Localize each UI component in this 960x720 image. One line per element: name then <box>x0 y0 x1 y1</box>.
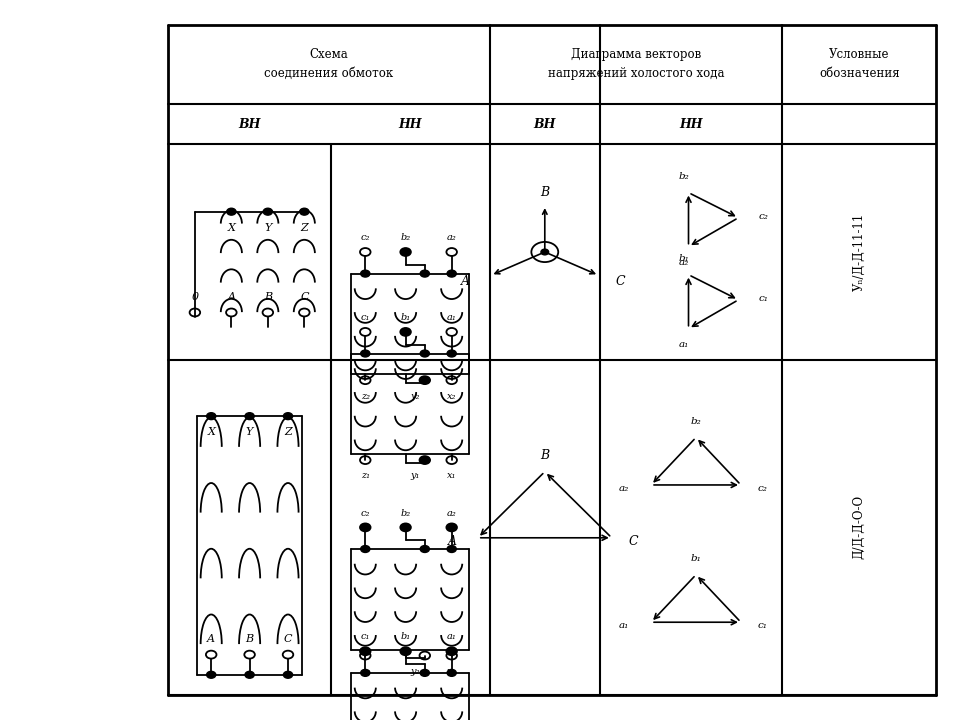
Circle shape <box>447 648 456 654</box>
Text: b₁: b₁ <box>400 632 411 642</box>
Text: Z: Z <box>300 222 308 233</box>
Text: ВН: ВН <box>238 117 261 131</box>
Text: C: C <box>300 292 308 302</box>
Text: A: A <box>207 634 215 644</box>
Text: z₂: z₂ <box>361 667 370 676</box>
Circle shape <box>447 670 456 676</box>
Text: напряжений холостого хода: напряжений холостого хода <box>548 67 724 80</box>
Circle shape <box>447 350 456 357</box>
Circle shape <box>361 648 370 654</box>
Text: X: X <box>228 222 235 233</box>
Text: НН: НН <box>680 117 703 131</box>
Circle shape <box>283 671 293 678</box>
Circle shape <box>447 546 456 552</box>
Text: A: A <box>228 292 235 302</box>
Text: a₂: a₂ <box>619 484 630 493</box>
Text: C: C <box>284 634 292 644</box>
Text: X: X <box>207 427 215 437</box>
Circle shape <box>206 413 216 420</box>
Text: b₁: b₁ <box>400 313 411 322</box>
Text: b₂: b₂ <box>679 172 689 181</box>
Circle shape <box>401 328 410 336</box>
Text: c₁: c₁ <box>758 294 768 303</box>
Text: b₂: b₂ <box>400 508 411 518</box>
Circle shape <box>420 270 429 277</box>
Circle shape <box>245 413 254 420</box>
Text: Z: Z <box>284 427 292 437</box>
Text: a₂: a₂ <box>446 233 457 242</box>
Text: B: B <box>246 634 253 644</box>
Circle shape <box>401 524 410 531</box>
Circle shape <box>361 270 370 277</box>
Text: Условные: Условные <box>828 48 890 61</box>
Text: c₁: c₁ <box>361 313 370 322</box>
Text: y₂: y₂ <box>411 667 420 676</box>
Text: Уₙ/Д-Д-11-11: Уₙ/Д-Д-11-11 <box>852 213 866 291</box>
Text: B: B <box>540 186 549 199</box>
Text: НН: НН <box>398 117 422 131</box>
Text: y₁: y₁ <box>411 472 420 480</box>
Text: z₂: z₂ <box>361 392 370 400</box>
Text: a₁: a₁ <box>446 632 457 642</box>
Circle shape <box>420 456 429 464</box>
Text: C: C <box>628 535 637 548</box>
Text: Y: Y <box>246 427 253 437</box>
Text: 0: 0 <box>191 292 199 302</box>
Circle shape <box>263 208 273 215</box>
Text: B: B <box>264 292 272 302</box>
Text: Y: Y <box>264 222 272 233</box>
Text: b₂: b₂ <box>690 417 702 426</box>
Circle shape <box>420 670 429 676</box>
Text: x₁: x₁ <box>447 472 456 480</box>
Circle shape <box>361 670 370 676</box>
Text: a₂: a₂ <box>679 258 689 267</box>
Text: y₂: y₂ <box>411 392 420 400</box>
Circle shape <box>227 208 236 215</box>
Text: a₁: a₁ <box>446 313 457 322</box>
Circle shape <box>447 524 456 531</box>
Circle shape <box>361 524 370 531</box>
Text: a₁: a₁ <box>619 621 630 630</box>
Circle shape <box>540 249 549 255</box>
Text: b₁: b₁ <box>679 254 689 264</box>
Text: a₁: a₁ <box>679 340 689 349</box>
Text: c₁: c₁ <box>361 632 370 642</box>
Text: a₂: a₂ <box>446 508 457 518</box>
Circle shape <box>361 350 370 357</box>
Text: b₂: b₂ <box>400 233 411 242</box>
Circle shape <box>206 671 216 678</box>
Text: ВН: ВН <box>534 117 556 131</box>
Text: c₂: c₂ <box>361 508 370 518</box>
Circle shape <box>420 546 429 552</box>
Text: c₂: c₂ <box>758 212 768 221</box>
Text: b₁: b₁ <box>690 554 702 563</box>
Text: Диаграмма векторов: Диаграмма векторов <box>571 48 701 61</box>
Circle shape <box>245 671 254 678</box>
Text: x₂: x₂ <box>447 667 456 676</box>
Text: z₁: z₁ <box>361 472 370 480</box>
Circle shape <box>420 377 429 384</box>
Text: A: A <box>462 274 470 288</box>
Text: B: B <box>540 449 549 462</box>
Text: c₁: c₁ <box>757 621 767 630</box>
Circle shape <box>283 413 293 420</box>
Circle shape <box>447 270 456 277</box>
Text: Схема: Схема <box>309 48 348 61</box>
Text: c₂: c₂ <box>757 484 767 493</box>
Text: A: A <box>448 535 457 548</box>
Text: x₂: x₂ <box>447 392 456 400</box>
Circle shape <box>420 350 429 357</box>
Circle shape <box>401 248 410 256</box>
Text: Д/Д-Д-О-О: Д/Д-Д-О-О <box>852 495 866 559</box>
Circle shape <box>300 208 309 215</box>
Circle shape <box>361 546 370 552</box>
Circle shape <box>401 648 410 654</box>
Text: соединения обмоток: соединения обмоток <box>264 67 394 80</box>
Text: обозначения: обозначения <box>819 67 900 80</box>
Text: C: C <box>615 274 625 288</box>
Text: c₂: c₂ <box>361 233 370 242</box>
